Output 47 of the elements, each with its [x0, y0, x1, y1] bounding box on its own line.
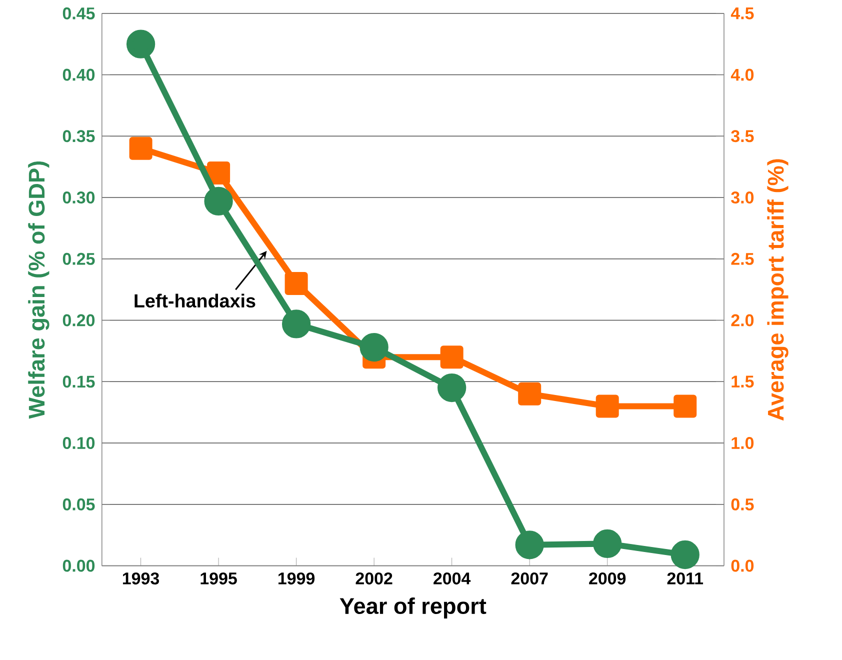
y-tick-label: 0.00 — [62, 560, 95, 572]
point — [515, 530, 544, 560]
y2-tick-label: 4.0 — [730, 68, 754, 81]
x-tick-label: 1993 — [122, 572, 160, 585]
point — [284, 272, 308, 296]
point — [440, 346, 464, 369]
point — [670, 540, 700, 570]
point — [674, 394, 697, 418]
point — [596, 394, 619, 418]
y-tick-label: 0.40 — [62, 68, 95, 81]
y2-tick-label: 2.0 — [731, 314, 754, 326]
y-tick-label: 0.30 — [62, 192, 95, 204]
point — [360, 333, 388, 362]
y2-tick-label: 0.0 — [731, 560, 754, 572]
annotation: Left-handaxis — [134, 294, 256, 308]
y-tick-label: 0.45 — [62, 8, 95, 20]
x-axis-title: Year of report — [340, 598, 486, 619]
x-tick-label: 2011 — [667, 572, 704, 585]
y2-axis-title: Average import tariff (%) — [767, 159, 788, 421]
y2-tick-label: 4.5 — [730, 8, 754, 20]
y2-tick-label: 2.5 — [731, 253, 754, 266]
x-tick-label: 2002 — [356, 572, 392, 585]
y2-tick-label: 0.5 — [731, 498, 754, 511]
y2-tick-label: 1.0 — [732, 437, 754, 450]
point — [204, 187, 233, 216]
point — [518, 382, 542, 406]
y2-tick-label: 3.5 — [731, 130, 754, 142]
y-axis-title: Welfare gain (% of GDP) — [28, 162, 50, 419]
x-tick-label: 1999 — [278, 572, 315, 585]
y-tick-label: 0.35 — [62, 130, 95, 142]
y-tick-label: 0.25 — [62, 253, 95, 266]
y-tick-label: 0.15 — [62, 376, 95, 388]
point — [593, 530, 622, 558]
point — [207, 162, 230, 185]
point — [129, 137, 152, 160]
point — [282, 310, 311, 338]
y2-tick-label: 3.0 — [731, 192, 754, 204]
x-tick-label: 2009 — [589, 572, 626, 585]
point — [126, 30, 156, 59]
x-tick-label: 2007 — [511, 572, 548, 585]
y-tick-label: 0.10 — [62, 437, 95, 450]
x-tick-label: 1995 — [200, 572, 237, 585]
y-tick-label: 0.20 — [62, 314, 95, 326]
y2-tick-label: 1.5 — [732, 376, 754, 388]
y-tick-label: 0.05 — [62, 498, 95, 511]
x-tick-label: 2004 — [434, 572, 471, 585]
point — [438, 374, 466, 402]
